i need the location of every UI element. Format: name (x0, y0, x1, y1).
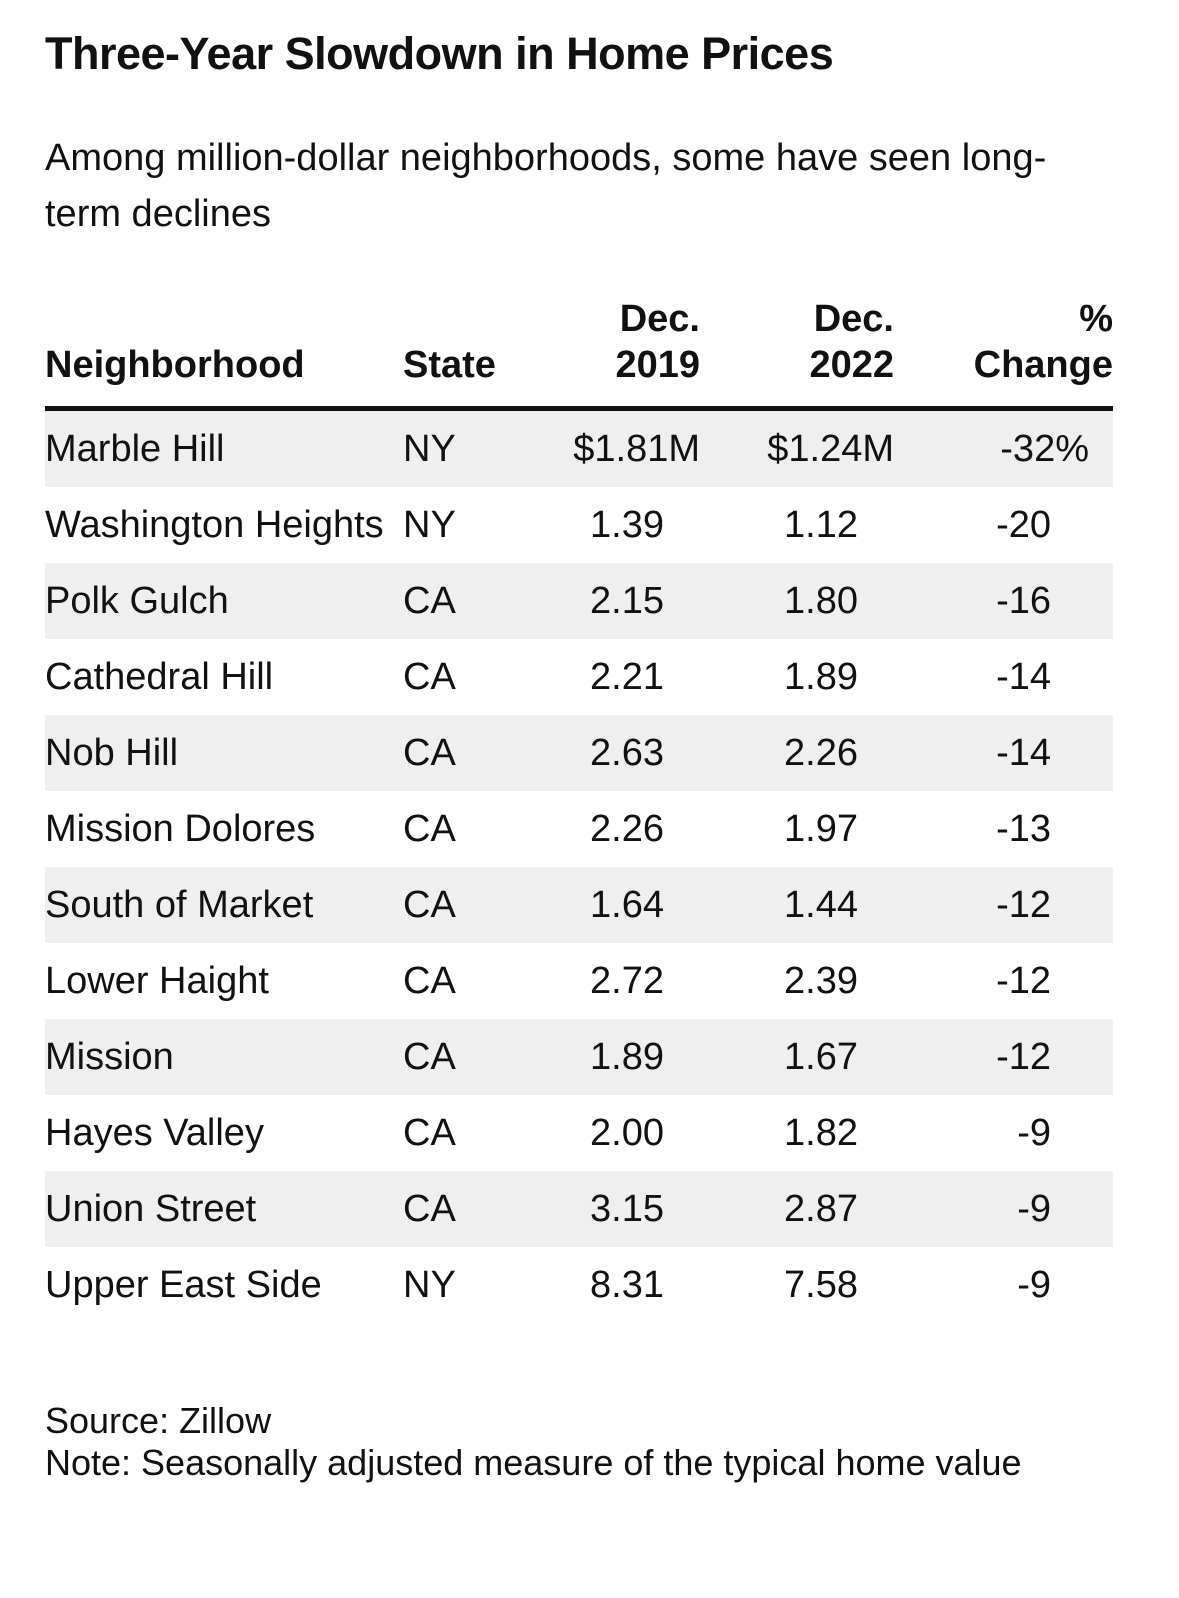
cell-dec-2019: 2.72 (590, 960, 664, 1002)
cell-neighborhood: Washington Heights (45, 504, 384, 546)
cell-pct-change: -9 (894, 1171, 1113, 1247)
cell-dec-2019: 1.89 (533, 1019, 700, 1095)
cell-pct-change: -32% (894, 408, 1113, 487)
table-row: Washington Heights NY 1.39 1.12 -20 (45, 487, 1113, 563)
cell-pct-change: -14 (894, 715, 1113, 791)
cell-pct-change: -20 (996, 504, 1051, 546)
table-row: Mission Dolores CA 2.26 1.97 -13 (45, 791, 1113, 867)
chart-title: Three-Year Slowdown in Home Prices (45, 28, 834, 79)
methodology-note: Note: Seasonally adjusted measure of the… (45, 1442, 1022, 1483)
cell-pct-change: -9 (1017, 1264, 1051, 1306)
header-dec-2022: Dec. 2022 (700, 296, 894, 411)
cell-dec-2022: 1.44 (700, 867, 894, 943)
cell-dec-2022: 2.26 (700, 715, 894, 791)
header-dec-2019-line1: Dec. (619, 298, 700, 340)
table-row: Upper East Side NY 8.31 7.58 -9 (45, 1247, 1113, 1323)
cell-dec-2022: $1.24M (700, 408, 894, 487)
header-pct-change-line2: Change (973, 344, 1113, 386)
cell-state: CA (403, 563, 533, 639)
table-row: Polk Gulch CA 2.15 1.80 -16 (45, 563, 1113, 639)
cell-pct-change: -16 (894, 563, 1113, 639)
cell-pct-change: -12 (996, 960, 1051, 1002)
cell-dec-2022: 1.80 (700, 563, 894, 639)
cell-dec-2019: 2.21 (590, 656, 664, 698)
cell-neighborhood: Hayes Valley (45, 1112, 264, 1154)
home-prices-table: Neighborhood State Dec. 2019 Dec. 2022 %… (45, 296, 1113, 1323)
cell-neighborhood: Lower Haight (45, 960, 269, 1002)
header-pct-change-line1: % (1079, 298, 1113, 340)
cell-dec-2022: 1.67 (700, 1019, 894, 1095)
cell-neighborhood: South of Market (45, 867, 403, 943)
header-state: State (403, 296, 533, 411)
cell-dec-2022: 1.12 (784, 504, 858, 546)
cell-state: CA (403, 715, 533, 791)
cell-dec-2022: 2.39 (784, 960, 858, 1002)
cell-neighborhood: Marble Hill (45, 408, 403, 487)
cell-neighborhood: Mission (45, 1019, 403, 1095)
cell-state: CA (403, 1112, 456, 1154)
cell-state: CA (403, 656, 456, 698)
cell-neighborhood: Union Street (45, 1171, 403, 1247)
header-state-line2: State (403, 344, 496, 386)
table-row: Cathedral Hill CA 2.21 1.89 -14 (45, 639, 1113, 715)
header-dec-2019-line2: 2019 (615, 344, 700, 386)
table-row: Mission CA 1.89 1.67 -12 (45, 1019, 1113, 1095)
cell-dec-2022: 7.58 (784, 1264, 858, 1306)
cell-pct-change: -9 (1017, 1112, 1051, 1154)
table-row: Marble Hill NY $1.81M $1.24M -32% (45, 408, 1113, 487)
cell-state: CA (403, 1019, 533, 1095)
cell-pct-change: -12 (894, 867, 1113, 943)
cell-pct-change: -14 (996, 656, 1051, 698)
cell-dec-2019: $1.81M (533, 408, 700, 487)
cell-dec-2022: 1.89 (784, 656, 858, 698)
header-dec-2022-line1: Dec. (813, 298, 894, 340)
chart-subtitle: Among million-dollar neighborhoods, some… (45, 137, 1047, 235)
cell-dec-2019: 1.39 (590, 504, 664, 546)
cell-state: NY (403, 1264, 456, 1306)
table-header: Neighborhood State Dec. 2019 Dec. 2022 %… (45, 296, 1113, 411)
cell-state: CA (403, 1171, 533, 1247)
header-neighborhood-line2: Neighborhood (45, 344, 305, 386)
header-dec-2019: Dec. 2019 (533, 296, 700, 411)
cell-neighborhood: Upper East Side (45, 1264, 322, 1306)
cell-dec-2019: 2.00 (590, 1112, 664, 1154)
cell-dec-2019: 2.63 (533, 715, 700, 791)
source-note: Source: Zillow (45, 1400, 272, 1441)
table-row: South of Market CA 1.64 1.44 -12 (45, 867, 1113, 943)
header-neighborhood: Neighborhood (45, 296, 403, 411)
header-pct-change: % Change (894, 296, 1113, 411)
cell-state: NY (403, 504, 456, 546)
cell-pct-change: -12 (894, 1019, 1113, 1095)
cell-dec-2022: 1.82 (784, 1112, 858, 1154)
cell-dec-2019: 1.64 (533, 867, 700, 943)
table-row: Union Street CA 3.15 2.87 -9 (45, 1171, 1113, 1247)
table-row: Nob Hill CA 2.63 2.26 -14 (45, 715, 1113, 791)
cell-dec-2019: 8.31 (590, 1264, 664, 1306)
header-dec-2022-line2: 2022 (809, 344, 894, 386)
table-body: Marble Hill NY $1.81M $1.24M -32% Washington … (45, 408, 1113, 1324)
cell-neighborhood: Mission Dolores (45, 808, 316, 850)
table-row: Hayes Valley CA 2.00 1.82 -9 (45, 1095, 1113, 1171)
cell-neighborhood: Nob Hill (45, 715, 403, 791)
cell-dec-2019: 3.15 (533, 1171, 700, 1247)
cell-dec-2019: 2.26 (590, 808, 664, 850)
cell-state: CA (403, 808, 456, 850)
cell-neighborhood: Cathedral Hill (45, 656, 274, 698)
chart-footer: Source: Zillow Note: Seasonally adjusted… (45, 1400, 1105, 1484)
cell-state: CA (403, 867, 533, 943)
table-row: Lower Haight CA 2.72 2.39 -12 (45, 943, 1113, 1019)
cell-dec-2019: 2.15 (533, 563, 700, 639)
header-row: Neighborhood State Dec. 2019 Dec. 2022 %… (45, 296, 1113, 411)
cell-neighborhood: Polk Gulch (45, 563, 403, 639)
cell-dec-2022: 2.87 (700, 1171, 894, 1247)
cell-pct-change: -13 (996, 808, 1051, 850)
cell-dec-2022: 1.97 (784, 808, 858, 850)
cell-state: NY (403, 408, 533, 487)
cell-state: CA (403, 960, 456, 1002)
